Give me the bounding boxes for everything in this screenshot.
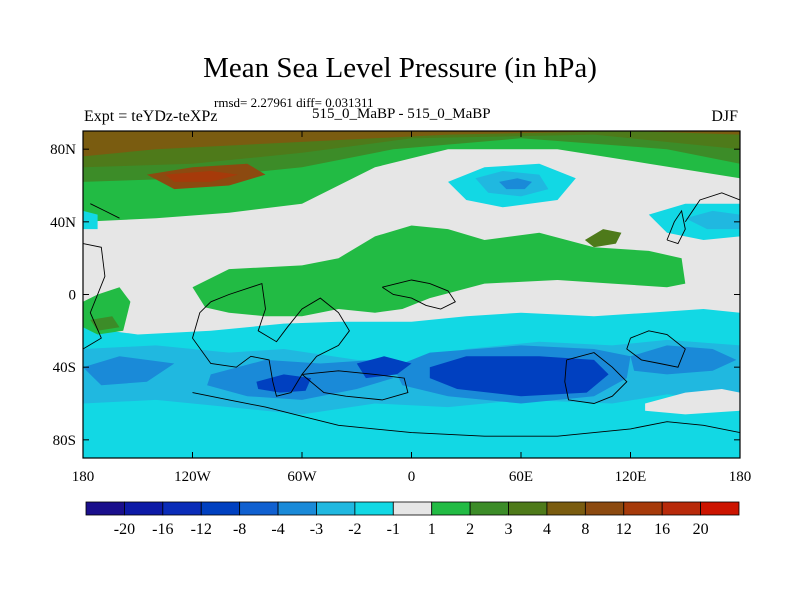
x-tick-label: 120E: [615, 469, 647, 485]
colorbar-box: [162, 501, 202, 516]
x-tick-label: 60W: [287, 469, 317, 485]
colorbar-box: [469, 501, 509, 516]
region-white-south-gap: [645, 389, 740, 415]
coastlines: [83, 192, 740, 437]
region-low-south-atlantic-core: [256, 374, 312, 393]
x-tick-label: 180: [729, 469, 752, 485]
region-low-south-indian-core: [429, 356, 609, 397]
colorbar-label: 8: [581, 521, 589, 538]
x-tick-label: 120W: [174, 469, 212, 485]
x-tick-label: 60E: [509, 469, 533, 485]
region-low-northeast-pacific-core: [685, 210, 740, 230]
colorbar-box: [546, 501, 586, 516]
coastline-2: [382, 279, 456, 310]
x-tick-label: 180: [72, 469, 95, 485]
stats-label: rmsd= 2.27961 diff= 0.031311: [214, 95, 374, 110]
y-tick-label: 80N: [50, 142, 76, 158]
colorbar-box: [700, 501, 740, 516]
colorbar-label: -20: [114, 521, 135, 538]
x-tick-label: 0: [408, 469, 416, 485]
coastline-0: [83, 243, 106, 350]
colorbar-box: [316, 501, 356, 516]
region-high-west-equatorial-core: [90, 316, 120, 331]
coastline-8: [684, 192, 740, 223]
chart-title: Mean Sea Level Pressure (in hPa): [203, 52, 597, 84]
region-low-southeast-pacific: [630, 345, 737, 375]
region-low-north-atlantic-inner: [499, 178, 532, 190]
region-high-arctic-core: [83, 131, 740, 157]
colorbar-box: [239, 501, 279, 516]
colorbar-box: [124, 501, 164, 516]
colorbar-box: [431, 501, 471, 516]
comparison-label: 515_0_MaBP - 515_0_MaBP: [312, 106, 491, 122]
colorbar-box: [354, 501, 394, 516]
colorbar-label: -8: [233, 521, 246, 538]
y-tick-label: 40N: [50, 215, 76, 231]
region-white-north-gap: [320, 181, 594, 230]
region-low-south-pacific: [83, 356, 175, 386]
experiment-label: Expt = teYDz-teXPz: [84, 108, 218, 125]
region-low-southeast-pacific-core: [356, 356, 412, 379]
coastline-4: [192, 392, 740, 437]
colorbar-box: [200, 501, 241, 516]
y-tick-label: 80S: [53, 433, 76, 449]
colorbar-box: [661, 501, 701, 516]
colorbar-box: [584, 501, 625, 516]
coastline-1: [192, 283, 350, 397]
y-tick-label: 40S: [53, 360, 76, 376]
colorbar-label: -12: [191, 521, 212, 538]
contour-regions: [83, 131, 740, 458]
colorbar-box: [277, 501, 317, 516]
colorbar-box: [85, 501, 125, 516]
colorbar-label: 12: [616, 521, 632, 538]
region-high-equatorial-belt: [192, 225, 686, 317]
colorbar-label: -1: [387, 521, 400, 538]
colorbar-label: 20: [693, 521, 709, 538]
coastline-7: [666, 209, 686, 245]
colorbar-label: 3: [505, 521, 513, 538]
coastline-9: [90, 203, 120, 219]
season-label: DJF: [711, 108, 738, 125]
colorbar-label: 4: [543, 521, 551, 538]
coastline-5: [564, 352, 628, 404]
colorbar-box: [623, 501, 663, 516]
region-high-north-pacific-core: [165, 171, 239, 182]
colorbar-label: -2: [348, 521, 361, 538]
colorbar-label: -4: [271, 521, 284, 538]
y-tick-label: 0: [69, 288, 77, 304]
region-low-northwest-edge: [83, 210, 98, 230]
region-high-west-pacific: [584, 229, 622, 248]
colorbar-label: 16: [654, 521, 670, 538]
colorbar-box: [508, 501, 548, 516]
colorbar-box: [392, 501, 433, 516]
colorbar-label: 2: [466, 521, 474, 538]
coastline-6: [626, 330, 686, 368]
coastline-3: [301, 370, 409, 401]
colorbar-label: -3: [310, 521, 323, 538]
colorbar-label: 1: [428, 521, 436, 538]
colorbar-label: -16: [152, 521, 173, 538]
